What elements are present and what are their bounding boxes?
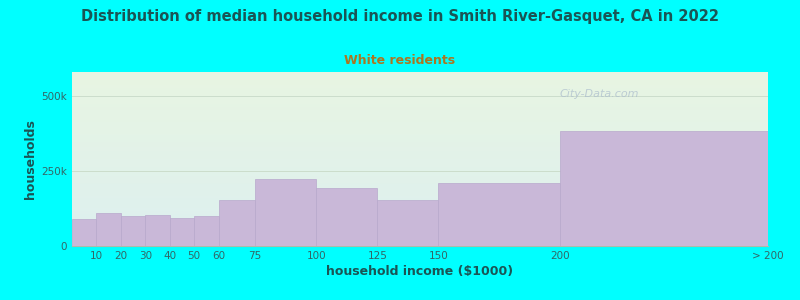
Bar	[438, 183, 561, 246]
X-axis label: household income ($1000): household income ($1000)	[326, 265, 514, 278]
Bar	[218, 200, 255, 246]
Bar	[561, 130, 768, 246]
Y-axis label: households: households	[24, 119, 37, 199]
Bar	[170, 218, 194, 246]
Bar	[316, 188, 378, 246]
Bar	[121, 216, 146, 246]
Bar	[97, 213, 121, 246]
Text: City-Data.com: City-Data.com	[559, 89, 638, 99]
Text: White residents: White residents	[345, 54, 455, 67]
Bar	[72, 219, 97, 246]
Bar	[378, 200, 438, 246]
Text: Distribution of median household income in Smith River-Gasquet, CA in 2022: Distribution of median household income …	[81, 9, 719, 24]
Bar	[255, 178, 316, 246]
Bar	[146, 214, 170, 246]
Bar	[194, 216, 218, 246]
